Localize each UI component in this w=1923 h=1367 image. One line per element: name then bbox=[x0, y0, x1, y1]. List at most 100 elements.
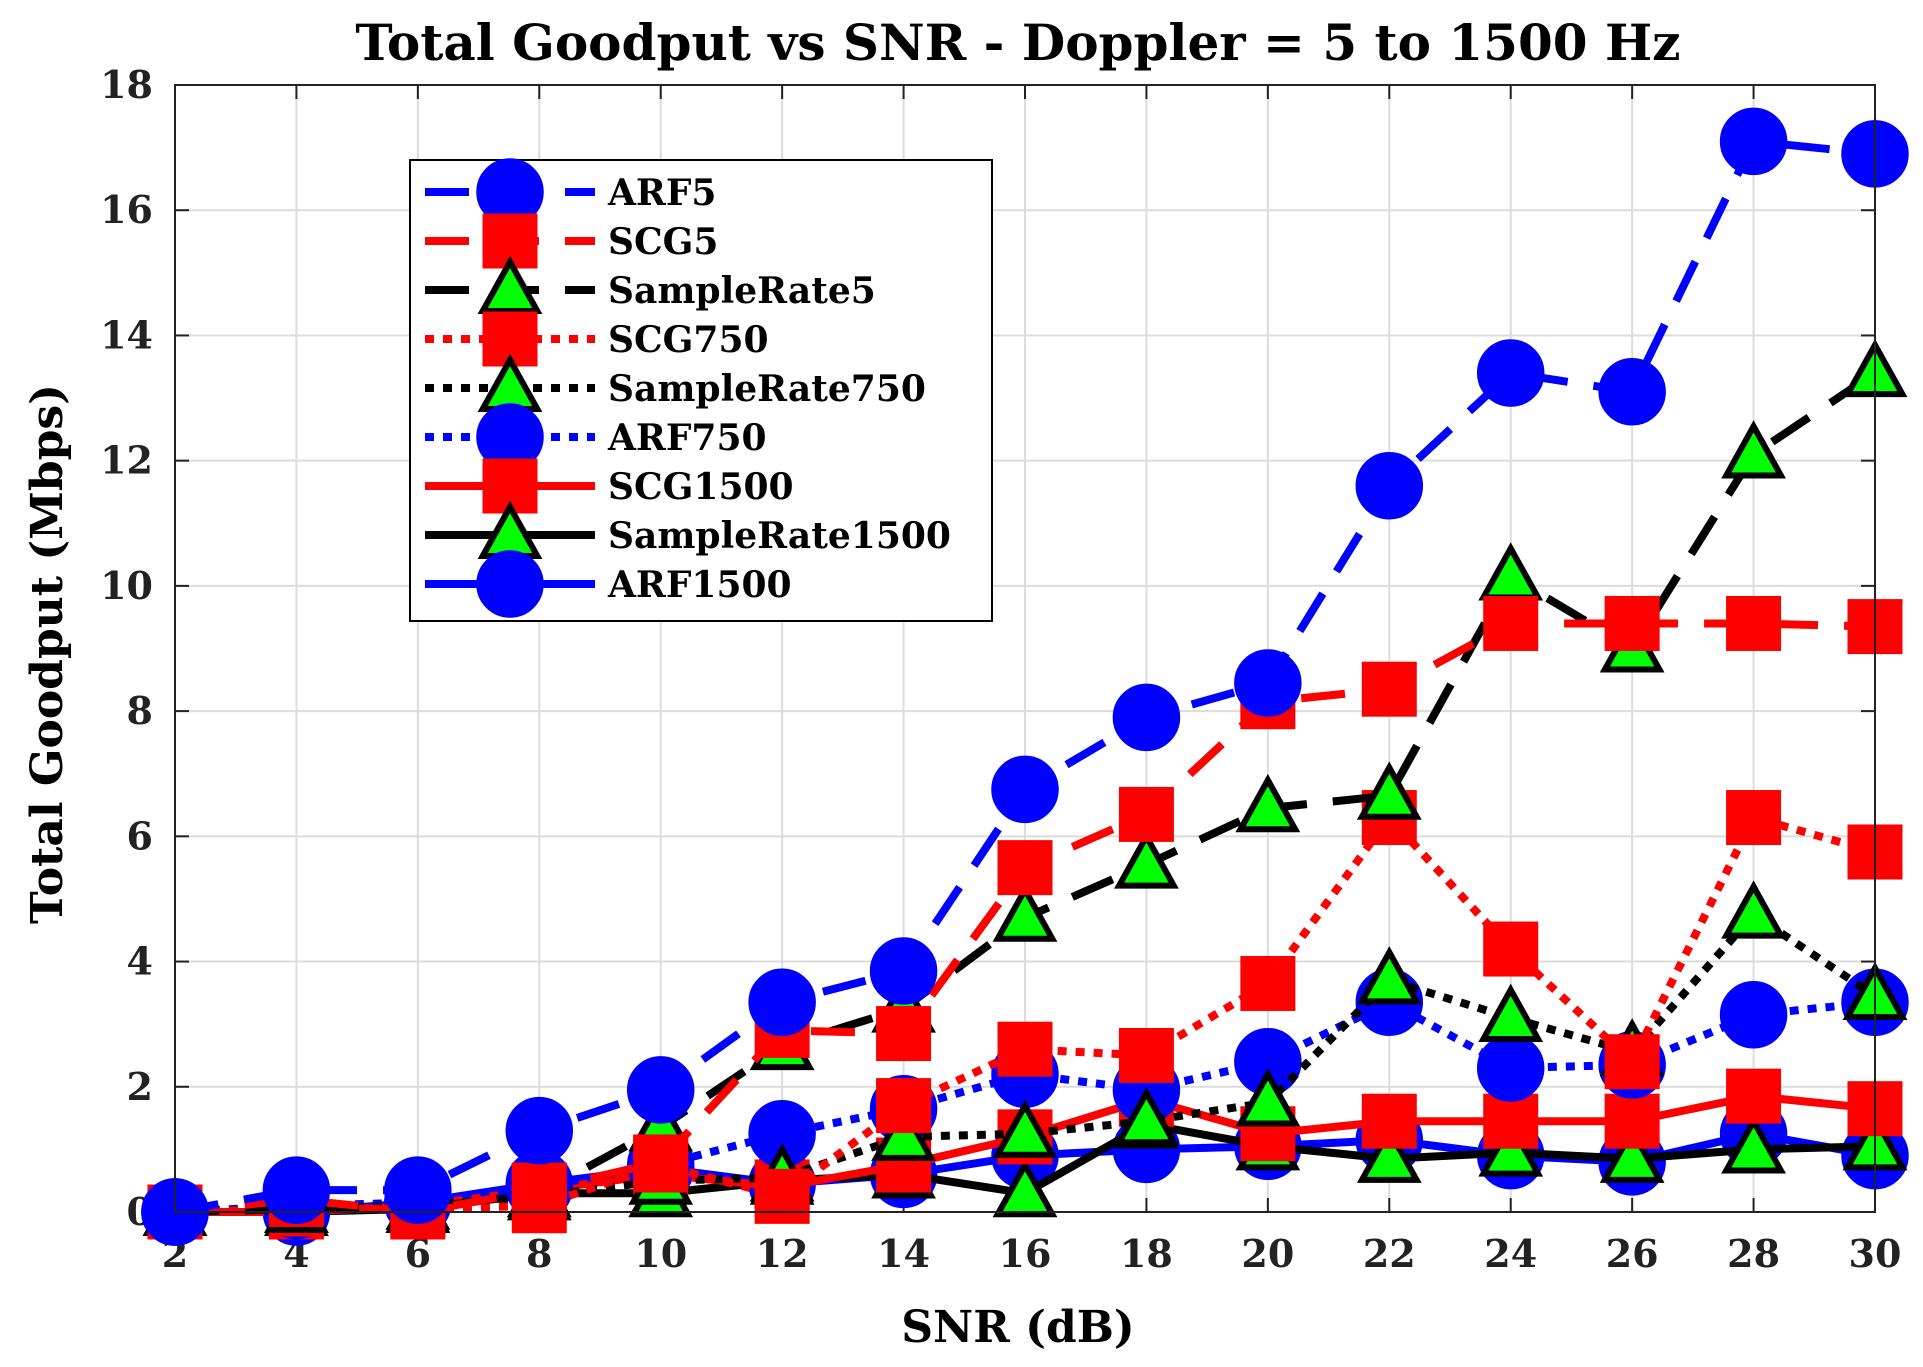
chart-title: Total Goodput vs SNR - Doppler = 5 to 15… bbox=[355, 13, 1680, 72]
x-tick-label: 20 bbox=[1241, 1231, 1294, 1276]
x-tick-label: 22 bbox=[1363, 1231, 1416, 1276]
y-tick-label: 6 bbox=[127, 813, 153, 858]
triangle-marker bbox=[1721, 1115, 1786, 1174]
legend-entry-SCG1500: SCG1500 bbox=[425, 458, 794, 514]
circle-marker bbox=[869, 937, 938, 1005]
circle-marker bbox=[1476, 339, 1545, 407]
legend-label: SCG750 bbox=[608, 319, 769, 361]
legend-label: ARF1500 bbox=[607, 564, 792, 606]
square-marker bbox=[1483, 595, 1539, 651]
y-tick-label: 12 bbox=[100, 438, 153, 483]
legend-entry-ARF750: ARF750 bbox=[425, 403, 767, 471]
square-marker bbox=[754, 1168, 810, 1224]
triangle-marker bbox=[1114, 1086, 1179, 1146]
square-marker bbox=[633, 1134, 689, 1190]
x-tick-label: 8 bbox=[526, 1231, 552, 1276]
square-marker bbox=[997, 840, 1053, 896]
square-marker bbox=[1604, 1034, 1660, 1090]
circle-marker bbox=[748, 968, 816, 1036]
legend-entry-ARF1500: ARF1500 bbox=[425, 550, 792, 618]
y-tick-label: 10 bbox=[100, 563, 153, 608]
triangle-marker bbox=[992, 1099, 1058, 1158]
square-marker bbox=[876, 1078, 932, 1134]
square-marker bbox=[1361, 661, 1417, 717]
y-tick-label: 16 bbox=[100, 187, 153, 232]
circle-marker bbox=[1112, 683, 1181, 752]
circle-marker bbox=[1598, 358, 1666, 426]
x-tick-label: 26 bbox=[1606, 1231, 1659, 1276]
triangle-marker bbox=[1478, 1118, 1544, 1177]
square-marker bbox=[1240, 955, 1296, 1011]
x-tick-label: 16 bbox=[999, 1231, 1052, 1276]
x-tick-label: 18 bbox=[1120, 1231, 1173, 1276]
square-marker bbox=[1604, 1093, 1660, 1149]
triangle-marker bbox=[1721, 420, 1786, 479]
legend-entry-ARF5: ARF5 bbox=[425, 158, 716, 226]
square-marker bbox=[1726, 595, 1782, 651]
legend-entry-SampleRate750: SampleRate750 bbox=[425, 353, 926, 413]
y-tick-label: 8 bbox=[127, 688, 153, 733]
legend-entry-SampleRate5: SampleRate5 bbox=[425, 255, 876, 315]
triangle-marker bbox=[1478, 983, 1544, 1042]
legend-label: ARF5 bbox=[607, 172, 716, 214]
triangle-marker bbox=[477, 255, 543, 315]
x-tick-label: 30 bbox=[1849, 1231, 1902, 1276]
x-tick-label: 12 bbox=[756, 1231, 809, 1276]
legend-label: SCG1500 bbox=[608, 466, 794, 508]
x-tick-label: 24 bbox=[1484, 1231, 1537, 1276]
square-marker bbox=[1483, 921, 1539, 977]
legend-entry-SCG750: SCG750 bbox=[425, 311, 769, 367]
series-layer bbox=[141, 107, 1909, 1246]
y-tick-label: 4 bbox=[127, 939, 153, 984]
circle-marker bbox=[505, 1096, 574, 1165]
triangle-marker bbox=[1235, 1068, 1301, 1127]
circle-marker bbox=[262, 1156, 331, 1224]
triangle-marker bbox=[992, 883, 1058, 942]
legend-label: SampleRate5 bbox=[608, 270, 876, 312]
circle-marker bbox=[1355, 451, 1424, 520]
circle-marker bbox=[1476, 1034, 1545, 1102]
square-marker bbox=[511, 1162, 567, 1218]
legend-label: SampleRate1500 bbox=[608, 515, 951, 557]
triangle-marker bbox=[1721, 880, 1786, 939]
y-axis-label: Total Goodput (Mbps) bbox=[22, 384, 73, 924]
triangle-marker bbox=[992, 1158, 1058, 1218]
square-marker bbox=[876, 1006, 932, 1062]
square-marker bbox=[1483, 1093, 1539, 1149]
x-tick-label: 10 bbox=[634, 1231, 687, 1276]
square-marker bbox=[1604, 595, 1660, 651]
triangle-marker bbox=[1599, 1124, 1665, 1183]
square-marker bbox=[1118, 1027, 1174, 1083]
y-tick-label: 14 bbox=[100, 312, 153, 357]
x-tick-label: 28 bbox=[1727, 1231, 1780, 1276]
triangle-marker bbox=[1356, 946, 1422, 1005]
triangle-marker bbox=[1356, 1124, 1422, 1183]
plot-frame bbox=[174, 84, 1876, 1213]
circle-marker bbox=[1234, 649, 1302, 717]
legend-label: ARF750 bbox=[607, 417, 767, 459]
circle-marker bbox=[476, 550, 544, 618]
square-marker bbox=[1726, 790, 1782, 846]
square-marker bbox=[1118, 786, 1174, 842]
y-tick-label: 18 bbox=[100, 62, 153, 107]
circle-marker bbox=[384, 1156, 452, 1224]
square-marker bbox=[1361, 1093, 1417, 1149]
triangle-marker bbox=[1114, 830, 1179, 889]
square-marker bbox=[997, 1021, 1053, 1077]
x-axis-label: SNR (dB) bbox=[901, 1302, 1134, 1353]
circle-marker bbox=[626, 1056, 695, 1124]
square-marker bbox=[1726, 1068, 1782, 1124]
legend-entry-SampleRate1500: SampleRate1500 bbox=[425, 500, 951, 560]
triangle-marker bbox=[1356, 761, 1422, 820]
y-tick-label: 2 bbox=[127, 1064, 153, 1109]
circle-marker bbox=[1719, 107, 1788, 176]
x-tick-label: 14 bbox=[877, 1231, 930, 1276]
x-axis-ticks: 2 4 6 8 10 12 14 16 18 20 22 24 26 28 30 bbox=[162, 85, 1902, 1276]
triangle-marker bbox=[1235, 773, 1301, 833]
circle-marker bbox=[991, 755, 1059, 824]
legend-label: SCG5 bbox=[608, 221, 718, 263]
legend: ARF5 SCG5 SampleRate5 SCG750 SampleRate750 AR… bbox=[409, 158, 993, 622]
circle-marker bbox=[1719, 981, 1788, 1049]
triangle-marker bbox=[871, 1102, 936, 1161]
